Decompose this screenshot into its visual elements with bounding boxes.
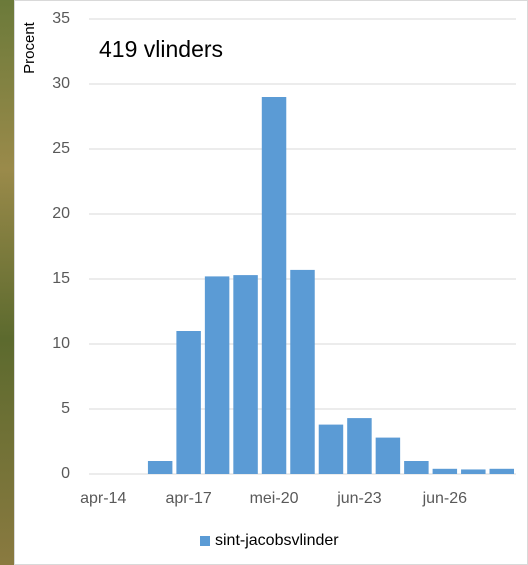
bar	[204, 276, 230, 474]
legend-label: sint-jacobsvlinder	[215, 532, 339, 549]
bar	[261, 97, 287, 474]
legend-swatch	[200, 536, 210, 546]
bar	[461, 469, 486, 474]
x-tick-label: jun-23	[336, 490, 382, 507]
y-tick-label: 10	[52, 335, 70, 352]
bar	[318, 424, 344, 474]
bar	[347, 418, 372, 474]
bar	[176, 331, 201, 474]
bar	[432, 468, 458, 474]
bar	[290, 269, 315, 474]
x-tick-label: apr-14	[80, 490, 126, 507]
y-tick-label: 30	[52, 75, 70, 92]
bar	[375, 437, 401, 474]
bar	[404, 461, 429, 474]
bar	[489, 468, 515, 474]
y-tick-label: 15	[52, 270, 70, 287]
y-tick-label: 20	[52, 205, 70, 222]
bar	[233, 275, 258, 474]
x-tick-label: mei-20	[250, 490, 299, 507]
y-tick-label: 35	[52, 10, 70, 27]
photo-edge	[0, 0, 14, 565]
annotation: 419 vlinders	[99, 36, 223, 62]
bar	[147, 461, 173, 474]
x-tick-label: apr-17	[166, 490, 212, 507]
y-tick-label: 0	[61, 465, 70, 482]
y-tick-label: 5	[61, 400, 70, 417]
x-tick-label: jun-26	[422, 490, 468, 507]
y-tick-label: 25	[52, 140, 70, 157]
y-axis-label: Procent	[21, 21, 38, 74]
